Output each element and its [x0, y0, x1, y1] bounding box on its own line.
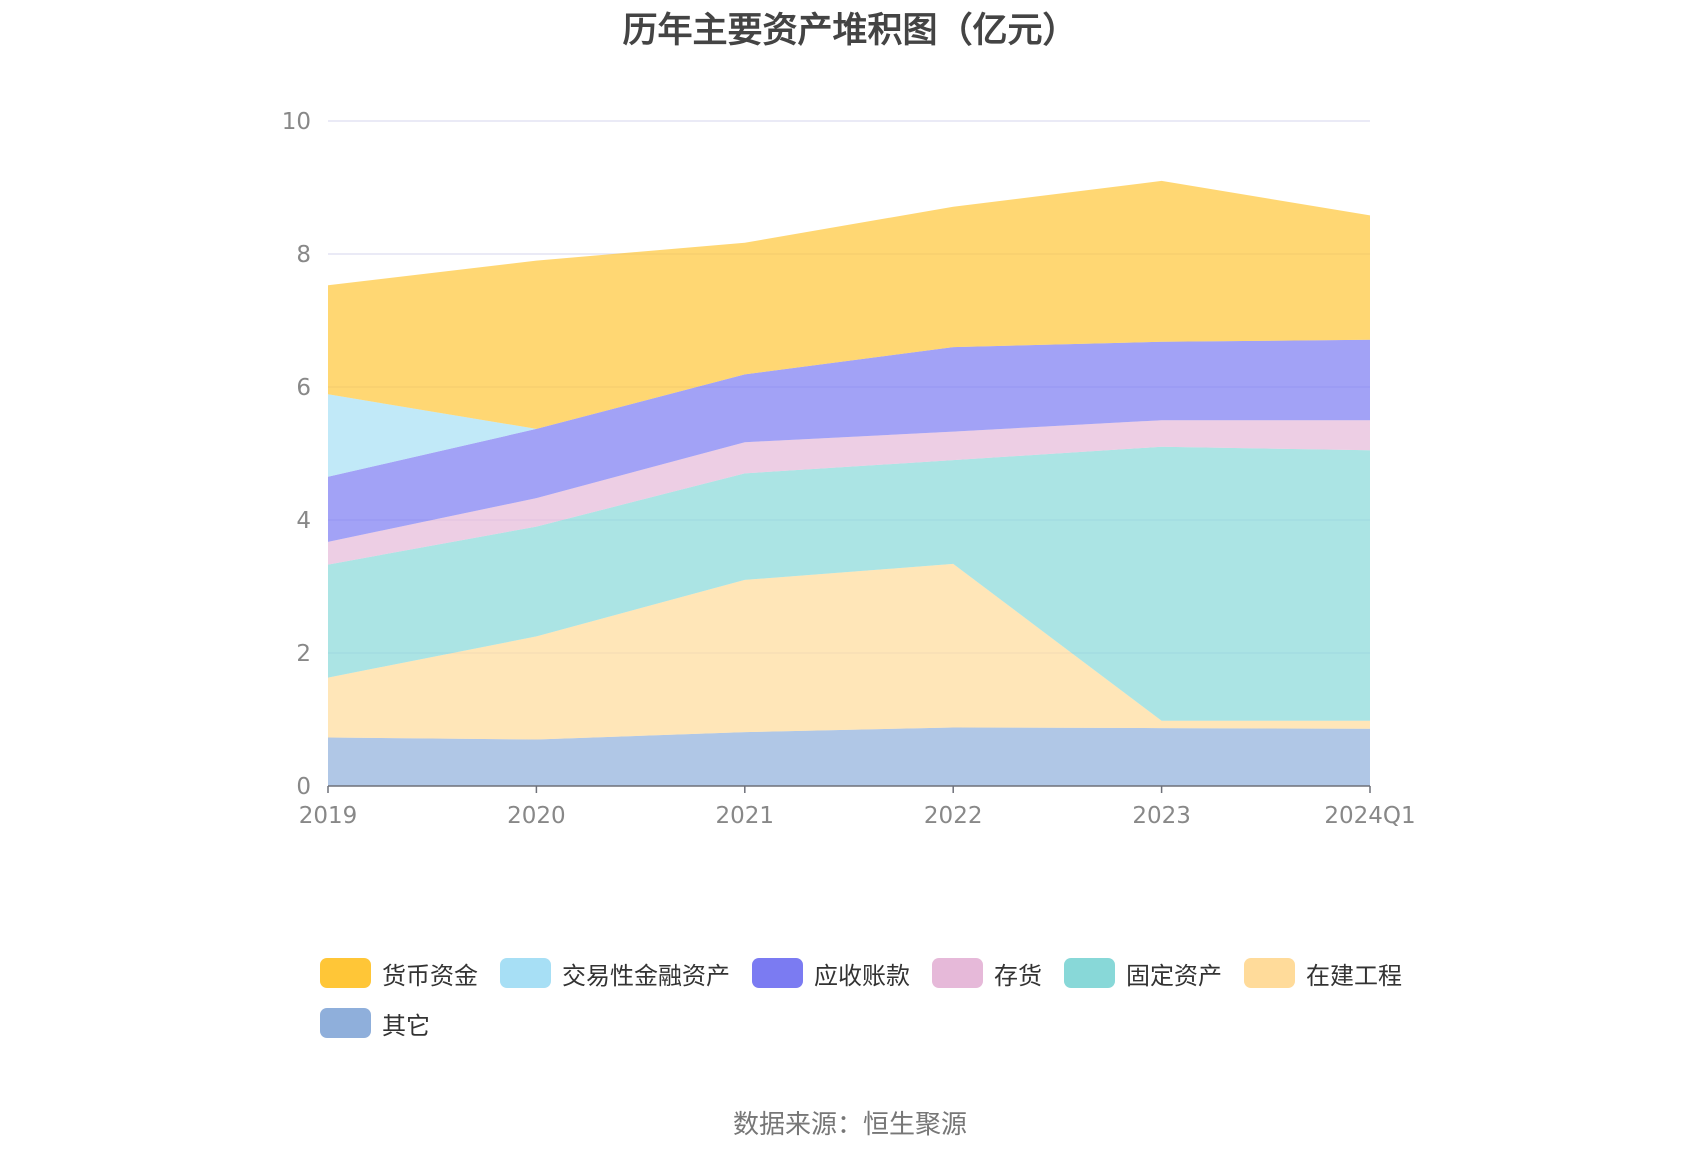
x-axis-tick-labels: 2019 2020 2021 2022 2023 2024Q1 — [299, 803, 1416, 829]
legend-swatch — [1244, 958, 1295, 988]
legend-item[interactable]: 固定资产 — [1064, 948, 1222, 998]
legend-item[interactable]: 其它 — [320, 998, 430, 1048]
legend-label: 在建工程 — [1306, 961, 1402, 990]
y-tick-label: 6 — [296, 375, 311, 401]
y-axis-tick-labels: 0 2 4 6 8 10 — [282, 109, 311, 800]
y-tick-label: 4 — [296, 508, 311, 534]
legend-swatch — [500, 958, 551, 988]
legend-label: 存货 — [994, 961, 1042, 990]
legend-item[interactable]: 在建工程 — [1244, 948, 1402, 998]
legend-swatch — [320, 958, 371, 988]
legend-label: 其它 — [382, 1011, 430, 1040]
legend-item[interactable]: 交易性金融资产 — [500, 948, 730, 998]
area-series-2[interactable] — [328, 563, 1370, 740]
y-tick-label: 10 — [282, 109, 311, 135]
x-tick-label: 2022 — [924, 803, 983, 829]
x-tick-label: 2019 — [299, 803, 358, 829]
legend-label: 交易性金融资产 — [562, 961, 730, 990]
area-series-7[interactable] — [328, 180, 1370, 429]
x-tick-label: 2020 — [507, 803, 566, 829]
y-tick-label: 0 — [296, 774, 311, 800]
area-series-4[interactable] — [328, 420, 1370, 565]
x-axis — [327, 785, 1371, 793]
legend-label: 货币资金 — [382, 961, 478, 990]
x-tick-label: 2023 — [1132, 803, 1191, 829]
data-source-note: 数据来源：恒生聚源 — [732, 1110, 967, 1140]
area-series-3[interactable] — [328, 446, 1370, 721]
chart-title: 历年主要资产堆积图（亿元） — [622, 11, 1078, 51]
area-series-5[interactable] — [328, 339, 1370, 542]
legend-item[interactable]: 存货 — [932, 948, 1042, 998]
y-tick-label: 8 — [296, 242, 311, 268]
area-series-layer — [328, 180, 1370, 787]
legend-label: 固定资产 — [1126, 961, 1222, 990]
legend-item[interactable]: 货币资金 — [320, 948, 478, 998]
legend: 货币资金 交易性金融资产 应收账款 存货 固定资产 在建工程其它 — [320, 948, 1480, 1048]
x-tick-label: 2021 — [716, 803, 775, 829]
legend-item[interactable]: 应收账款 — [752, 948, 910, 998]
legend-swatch — [1064, 958, 1115, 988]
legend-swatch — [752, 958, 803, 988]
area-series-1[interactable] — [328, 727, 1370, 787]
legend-label: 应收账款 — [814, 961, 910, 990]
y-tick-label: 2 — [296, 641, 311, 667]
legend-swatch — [932, 958, 983, 988]
stacked-area-chart: 0 2 4 6 8 10 2019 2020 2021 2022 2023 2024Q1 — [282, 109, 1416, 829]
legend-swatch — [320, 1008, 371, 1038]
x-tick-label: 2024Q1 — [1324, 803, 1415, 829]
